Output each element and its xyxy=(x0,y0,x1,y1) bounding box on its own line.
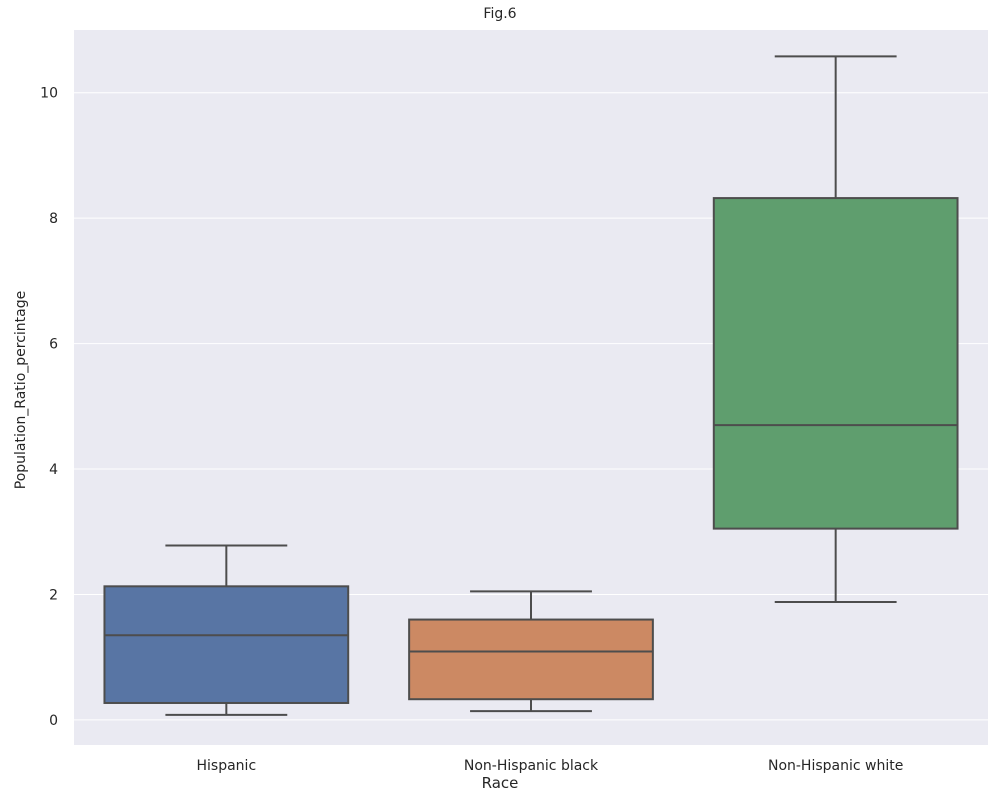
x-tick-label: Hispanic xyxy=(197,758,257,774)
chart-title: Fig.6 xyxy=(483,6,517,22)
y-tick-label: 2 xyxy=(49,587,58,603)
x-axis-label: Race xyxy=(481,774,519,792)
y-tick-label: 6 xyxy=(49,337,58,353)
y-tick-label: 8 xyxy=(49,211,58,227)
y-tick-label: 4 xyxy=(49,462,58,478)
y-tick-label: 10 xyxy=(40,86,58,102)
box-3 xyxy=(712,197,959,530)
box-2 xyxy=(408,618,654,701)
box-1 xyxy=(103,585,350,704)
x-tick-label: Non-Hispanic black xyxy=(464,758,599,774)
y-tick-label: 0 xyxy=(49,713,58,729)
x-tick-label: Non-Hispanic white xyxy=(768,758,903,774)
